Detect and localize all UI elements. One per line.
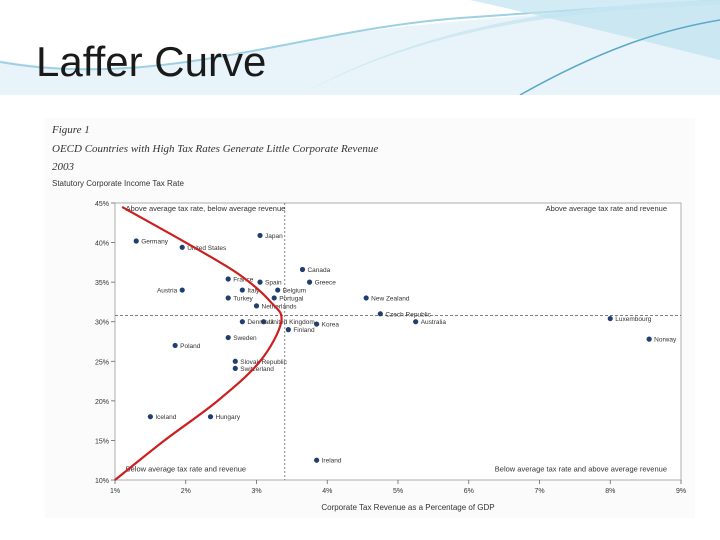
point-label: Hungary bbox=[216, 414, 241, 421]
y-tick-label: 45% bbox=[95, 201, 109, 208]
data-point bbox=[275, 287, 281, 293]
point-label: Netherlands bbox=[262, 303, 298, 310]
slide-header-banner bbox=[0, 0, 720, 95]
data-point bbox=[646, 336, 652, 342]
data-point bbox=[133, 238, 139, 244]
data-point bbox=[306, 279, 313, 285]
data-point bbox=[285, 327, 291, 333]
x-tick-label: 7% bbox=[534, 488, 544, 495]
y-tick-label: 30% bbox=[95, 320, 109, 327]
point-label: Italy bbox=[247, 288, 260, 295]
data-point bbox=[232, 365, 238, 372]
data-point bbox=[314, 457, 320, 463]
point-label: Norway bbox=[654, 337, 677, 344]
data-point bbox=[239, 319, 245, 325]
point-label: France bbox=[233, 276, 254, 283]
point-label: Greece bbox=[315, 280, 337, 287]
y-tick-label: 15% bbox=[95, 438, 109, 445]
laffer-curve bbox=[114, 205, 283, 481]
point-label: Luxembourg bbox=[615, 316, 652, 323]
figure-label: Figure 1 bbox=[52, 124, 90, 136]
figure-year: 2003 bbox=[52, 161, 74, 173]
data-point bbox=[257, 279, 263, 285]
banner-wave-light bbox=[0, 0, 720, 95]
point-label: Belgium bbox=[283, 288, 306, 295]
point-label: Ireland bbox=[322, 458, 342, 465]
slide-title: Laffer Curve bbox=[36, 38, 267, 85]
point-label: Portugal bbox=[279, 295, 304, 302]
point-label: Spain bbox=[265, 280, 282, 287]
banner-corner-shape bbox=[470, 0, 720, 60]
x-tick-label: 6% bbox=[464, 488, 474, 495]
x-axis-label: Corporate Tax Revenue as a Percentage of… bbox=[321, 503, 494, 512]
data-point bbox=[207, 414, 214, 420]
point-label: Finland bbox=[293, 327, 315, 334]
point-label: Iceland bbox=[155, 414, 176, 421]
point-label: New Zealand bbox=[371, 295, 410, 302]
data-point bbox=[271, 295, 277, 301]
y-tick-label: 40% bbox=[95, 241, 109, 248]
data-point bbox=[363, 295, 369, 301]
y-axis-label: Statutory Corporate Income Tax Rate bbox=[52, 179, 184, 188]
x-tick-label: 1% bbox=[110, 488, 120, 495]
data-point bbox=[225, 334, 231, 341]
data-point bbox=[225, 276, 231, 282]
x-tick-label: 2% bbox=[181, 488, 191, 495]
laffer-scatter-chart: 10% 15% 20% 25% 30% 35% 40% 45% 1% 2% 3% 4% 5% 6% 7% 8%… bbox=[95, 201, 686, 512]
x-tick-label: 9% bbox=[676, 488, 686, 495]
point-label: Denmark bbox=[247, 319, 274, 326]
point-label: Turkey bbox=[233, 295, 253, 302]
data-point bbox=[607, 315, 613, 322]
point-label: Germany bbox=[141, 238, 168, 245]
data-point bbox=[179, 287, 185, 293]
x-tick-label: 4% bbox=[322, 488, 332, 495]
data-point bbox=[232, 358, 238, 364]
point-label: Sweden bbox=[233, 335, 257, 342]
point-label: Korea bbox=[322, 322, 340, 329]
data-point bbox=[179, 244, 185, 250]
data-point bbox=[253, 303, 260, 309]
data-point bbox=[257, 232, 263, 239]
data-point bbox=[147, 414, 153, 420]
x-tick-label: 8% bbox=[605, 488, 615, 495]
quadrant-label-top-left: Above average tax rate, below average re… bbox=[126, 204, 286, 213]
point-label: Switzerland bbox=[240, 366, 274, 373]
data-point bbox=[260, 319, 267, 325]
point-label: United Kingdom bbox=[269, 319, 315, 326]
point-label: Austria bbox=[157, 288, 178, 295]
point-label: Japan bbox=[265, 233, 283, 240]
point-label: United States bbox=[187, 245, 227, 252]
figure-panel: Figure 1 OECD Countries with High Tax Ra… bbox=[45, 118, 695, 518]
banner-accent-line bbox=[519, 19, 720, 95]
point-label: Czech Republic bbox=[385, 311, 431, 318]
y-tick-label: 35% bbox=[95, 280, 109, 287]
data-point bbox=[377, 311, 383, 317]
point-label: Poland bbox=[180, 343, 201, 350]
data-point bbox=[225, 295, 231, 301]
data-point bbox=[299, 266, 306, 273]
y-tick-label: 20% bbox=[95, 399, 109, 406]
figure-caption: OECD Countries with High Tax Rates Gener… bbox=[52, 143, 379, 155]
y-tick-label: 25% bbox=[95, 359, 109, 366]
plot-area bbox=[114, 202, 682, 481]
point-label: Australia bbox=[421, 319, 447, 326]
point-label: Canada bbox=[307, 267, 330, 274]
data-point bbox=[239, 287, 245, 293]
data-point bbox=[413, 319, 419, 325]
x-tick-label: 3% bbox=[251, 488, 261, 495]
x-tick-label: 5% bbox=[393, 488, 403, 495]
y-tick-label: 10% bbox=[95, 478, 109, 485]
data-point bbox=[172, 342, 178, 349]
point-label: Slovak Republic bbox=[240, 359, 287, 366]
quadrant-label-bottom-left: Below average tax rate and revenue bbox=[126, 464, 247, 473]
quadrant-label-bottom-right: Below average tax rate and above average… bbox=[495, 464, 667, 473]
quadrant-label-top-right: Above average tax rate and revenue bbox=[546, 204, 667, 213]
data-point bbox=[314, 321, 320, 327]
